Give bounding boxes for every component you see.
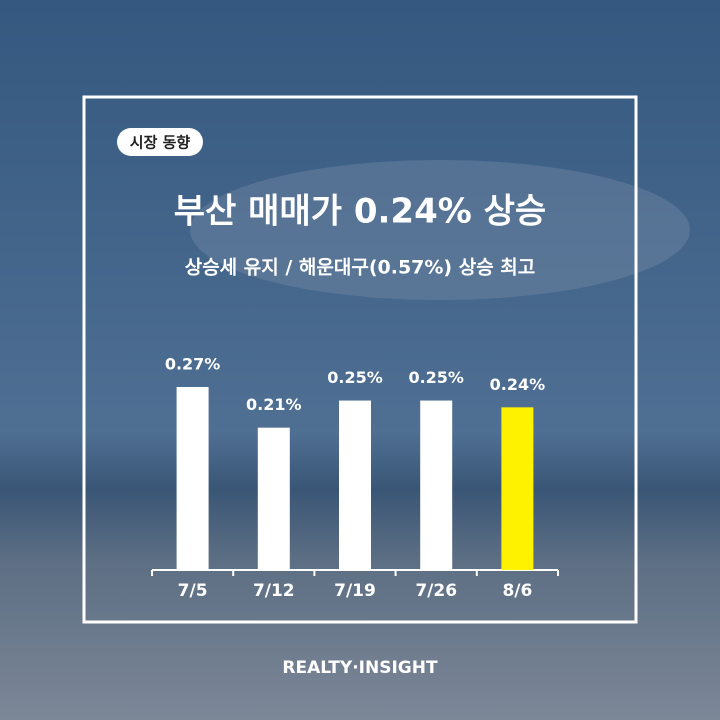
value-label: 0.24% <box>490 375 546 394</box>
bar <box>501 407 534 570</box>
bar <box>420 400 453 570</box>
bar <box>339 400 371 570</box>
value-label: 0.25% <box>408 368 464 387</box>
x-tick-label: 7/12 <box>253 581 295 601</box>
badge <box>117 128 203 156</box>
x-tick-label: 7/5 <box>178 581 208 601</box>
chart-title: 부산 매매가 0.24% 상승 <box>174 192 546 232</box>
value-label: 0.27% <box>165 355 221 374</box>
chart-subtitle: 상승세 유지 / 해운대구(0.57%) 상승 최고 <box>185 257 536 279</box>
x-tick-label: 7/19 <box>334 581 376 601</box>
value-label: 0.21% <box>246 395 302 414</box>
badge-text: 시장 동향 <box>130 134 191 152</box>
x-tick-label: 7/26 <box>415 581 457 601</box>
frame <box>82 95 638 624</box>
bar <box>176 387 209 570</box>
bar <box>257 427 290 570</box>
footer: REALTY·INSIGHT <box>282 658 438 678</box>
value-label: 0.25% <box>327 368 383 387</box>
x-tick-label: 8/6 <box>502 581 532 601</box>
umbrella-shape <box>190 160 690 300</box>
